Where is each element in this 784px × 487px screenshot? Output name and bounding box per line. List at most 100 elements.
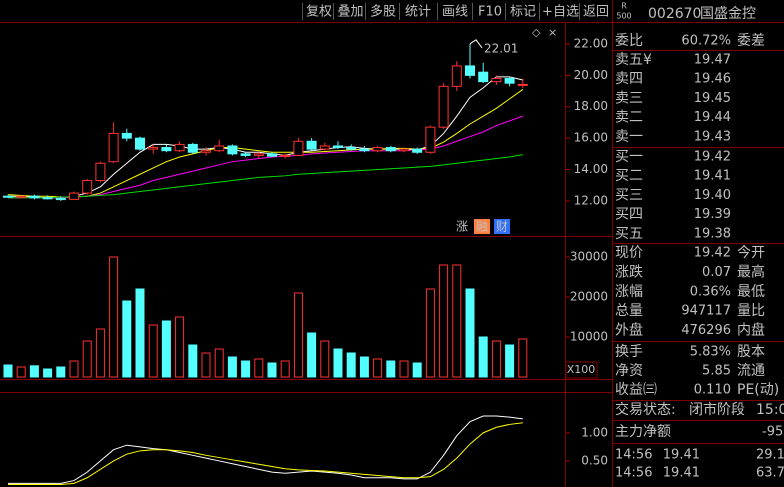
volume-bar xyxy=(95,328,105,378)
candle-body xyxy=(3,195,13,198)
volume-bar xyxy=(412,362,422,378)
row-label: 买五 xyxy=(615,226,643,242)
volume-bar xyxy=(425,288,435,378)
y-tick-label: 16.00 xyxy=(574,131,608,145)
volume-bar xyxy=(373,358,383,378)
candle-body xyxy=(227,145,238,155)
volume-bar xyxy=(333,348,343,378)
candle-body xyxy=(293,140,304,156)
candle-body xyxy=(412,148,423,153)
row-value: 476296 xyxy=(681,323,731,338)
row-value: 0.07 xyxy=(702,265,731,280)
badge-box xyxy=(494,219,510,234)
trade-price: 19.41 xyxy=(663,448,700,463)
row-value: 19.42 xyxy=(694,246,731,261)
volume-bar xyxy=(346,352,356,378)
row-label: 总量 xyxy=(615,303,643,319)
y-tick-label: 20000 xyxy=(570,290,608,304)
y-tick-label: 12.00 xyxy=(574,193,608,207)
candle-body xyxy=(478,71,489,83)
candle-body xyxy=(465,65,475,76)
row-label: 卖四 xyxy=(615,71,643,87)
candle-body xyxy=(42,197,53,200)
candle-body xyxy=(451,65,462,87)
chart-close-icon[interactable]: × xyxy=(548,26,557,39)
row-label: 买四 xyxy=(615,207,643,223)
volume-bar xyxy=(201,352,211,378)
moving-average xyxy=(8,76,523,199)
row-value: 19.38 xyxy=(694,226,731,241)
badge[interactable]: 涨 xyxy=(456,219,468,234)
badge[interactable]: 财 xyxy=(496,220,508,234)
volume-bar xyxy=(188,344,198,378)
candle-body xyxy=(425,126,436,153)
row-value: 19.39 xyxy=(694,207,731,222)
volume-bar xyxy=(56,366,66,378)
row-label: 涨跌 xyxy=(615,264,643,280)
max-annotation: 22.01 xyxy=(484,41,518,55)
volume-bar xyxy=(320,340,330,378)
row-label: 买二 xyxy=(615,168,643,184)
toolbar-button[interactable]: F10 xyxy=(478,5,502,20)
toolbar-button[interactable]: 返回 xyxy=(583,5,609,20)
row-label: 量比 xyxy=(737,303,765,319)
volume-bar xyxy=(359,356,369,378)
row-label: 现价 xyxy=(615,245,643,261)
volume-bar xyxy=(161,320,171,378)
candle-body xyxy=(16,195,27,198)
candle-body xyxy=(174,143,185,152)
candle-body xyxy=(69,192,79,200)
y-tick-label: 22.00 xyxy=(574,36,608,50)
row-label: 买一 xyxy=(615,149,643,165)
status-value: 闭市阶段 xyxy=(689,401,745,418)
candle-body xyxy=(306,140,317,150)
candle-body xyxy=(399,148,409,152)
volume-bar xyxy=(29,365,39,378)
candle-body xyxy=(55,198,66,201)
trade-volume: 63.7 xyxy=(756,466,784,481)
y-tick-label: 30000 xyxy=(570,250,608,264)
chart-menu-icon[interactable]: ◇ xyxy=(532,26,541,39)
max-pointer xyxy=(469,39,483,49)
volume-bar xyxy=(293,292,303,378)
toolbar-button[interactable]: +自选 xyxy=(542,5,579,20)
toolbar-button[interactable]: 标记 xyxy=(510,5,536,20)
candle-body xyxy=(121,132,132,139)
badge-bottom: 500 xyxy=(616,12,631,21)
indicator-line xyxy=(8,415,523,484)
toolbar-button[interactable]: 多股 xyxy=(370,4,396,20)
row-label: 净资 xyxy=(615,363,643,379)
candle-body xyxy=(280,154,291,157)
toolbar-button[interactable]: 统计 xyxy=(405,5,431,20)
candle-body xyxy=(267,153,277,157)
volume-bar xyxy=(452,264,462,378)
toolbar-button[interactable]: 画线 xyxy=(442,5,468,20)
row-label: 卖一 xyxy=(615,129,643,145)
row-label: 内盘 xyxy=(737,322,765,339)
indicator-line xyxy=(8,422,523,486)
volume-bar xyxy=(135,288,145,378)
row-value: 19.42 xyxy=(694,150,731,165)
row-label: 买三 xyxy=(615,187,643,203)
candle-body xyxy=(253,153,264,156)
row-label: 最低 xyxy=(737,284,765,300)
badge[interactable]: 融 xyxy=(476,220,488,234)
row-label: 外盘 xyxy=(615,322,643,339)
toolbar-button[interactable]: 复权 xyxy=(306,4,332,20)
trade-time: 14:56 xyxy=(615,466,652,481)
y-tick-label: 14.00 xyxy=(574,162,608,176)
toolbar-button[interactable]: 叠加 xyxy=(337,5,363,20)
y-tick-label: 10000 xyxy=(570,330,608,344)
y-tick-label: 20.00 xyxy=(574,68,608,82)
volume-bar xyxy=(3,364,13,378)
row-value: 5.85 xyxy=(702,364,731,379)
flow-value: -95 xyxy=(762,425,783,440)
volume-bar xyxy=(386,360,396,378)
stock-code: 002670 xyxy=(648,6,701,22)
volume-bar xyxy=(175,316,185,378)
row-value: 19.44 xyxy=(694,110,731,125)
row-label: 今开 xyxy=(737,245,765,261)
row-value: 5.83% xyxy=(690,345,731,360)
candle-body xyxy=(333,145,343,149)
